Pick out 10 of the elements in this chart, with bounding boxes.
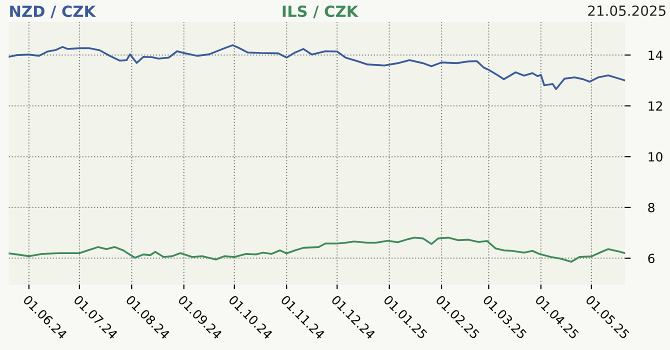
- line-series: [8, 236, 626, 263]
- chart-subtitle: 21.05.2025: [588, 5, 666, 16]
- text: ILS / CZK: [282, 6, 359, 18]
- y-tick-label: 12: [648, 101, 662, 111]
- y-tick-label: 8: [648, 202, 654, 212]
- y-tick-label: 14: [648, 50, 663, 60]
- line-series: [8, 44, 626, 90]
- y-tick-label: 6: [648, 254, 654, 264]
- y-tick-label: 10: [648, 152, 662, 162]
- text: NZD / CZK: [10, 6, 96, 18]
